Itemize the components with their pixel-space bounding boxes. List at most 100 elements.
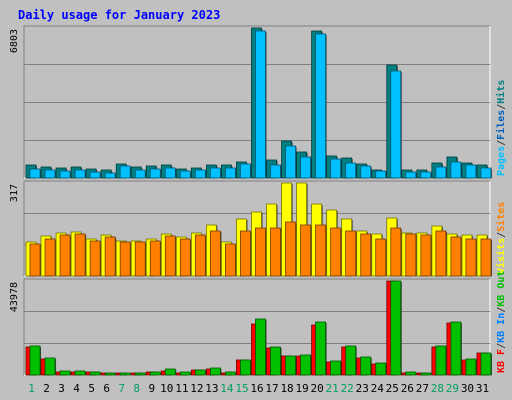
bar-kb-out-day-14 — [225, 371, 236, 376]
bar-pages-day-13 — [209, 167, 221, 179]
bar-kb-out-day-19 — [300, 354, 311, 376]
bar-pages-day-14 — [225, 167, 236, 179]
x-tick-label-2: 2 — [43, 382, 50, 395]
x-tick-label-22: 22 — [341, 382, 354, 395]
bar-pages-day-24 — [375, 170, 387, 179]
bar-sites-day-10 — [164, 235, 176, 277]
bar-sites-day-18 — [285, 221, 296, 277]
bar-pages-day-20 — [315, 33, 327, 179]
x-tick-label-28: 28 — [431, 382, 444, 395]
x-tick-label-7: 7 — [118, 382, 125, 395]
legend-entry: Files — [495, 110, 507, 140]
bar-sites-day-5 — [89, 240, 101, 277]
bar-sites-day-1 — [29, 243, 41, 277]
bar-sites-day-21 — [330, 227, 342, 277]
bar-pages-day-26 — [405, 171, 417, 179]
bar-kb-out-day-10 — [164, 368, 176, 376]
x-tick-label-23: 23 — [356, 382, 369, 395]
bar-sites-day-13 — [209, 230, 221, 277]
bar-pages-day-10 — [164, 167, 176, 179]
bar-sites-day-17 — [270, 227, 281, 277]
bar-pages-day-4 — [74, 169, 86, 179]
bar-pages-day-29 — [450, 161, 462, 179]
x-tick-label-25: 25 — [386, 382, 399, 395]
bar-kb-out-day-26 — [405, 371, 417, 376]
bar-pages-day-8 — [134, 169, 146, 179]
y-max-label: 6803 — [9, 29, 20, 53]
bar-kb-out-day-4 — [74, 370, 86, 376]
bar-kb-out-day-24 — [375, 362, 387, 376]
legend: KB F/KB In/KB Out — [496, 271, 507, 373]
bar-pages-day-16 — [255, 30, 266, 179]
bar-sites-day-16 — [255, 227, 266, 277]
bar-pages-day-5 — [89, 171, 101, 179]
bar-kb-out-day-17 — [270, 346, 281, 376]
legend-entry: Hits — [495, 80, 507, 104]
bar-pages-day-6 — [104, 172, 116, 179]
legend: Pages/Files/Hits — [495, 80, 507, 176]
bar-kb-out-day-22 — [345, 345, 357, 376]
x-tick-label-24: 24 — [371, 382, 385, 395]
bar-pages-day-30 — [465, 164, 477, 179]
bar-kb-out-day-31 — [480, 352, 492, 376]
bar-sites-day-31 — [480, 238, 492, 277]
bar-pages-day-11 — [179, 170, 191, 179]
x-tick-label-15: 15 — [235, 382, 248, 395]
x-tick-label-20: 20 — [311, 382, 324, 395]
bar-sites-day-20 — [315, 224, 327, 277]
panel-visits-sites: 317 Visits/Sites — [9, 180, 507, 277]
bar-sites-day-3 — [59, 234, 71, 277]
legend-entry: KB F — [496, 349, 507, 373]
bar-sites-day-11 — [179, 238, 191, 277]
bar-sites-day-26 — [405, 233, 417, 277]
bar-sites-day-19 — [300, 224, 311, 277]
legend-entry: Pages — [496, 146, 507, 176]
x-tick-label-17: 17 — [265, 382, 278, 395]
bar-sites-day-12 — [194, 234, 206, 277]
x-tick-label-11: 11 — [175, 382, 188, 395]
bar-pages-day-15 — [240, 163, 251, 179]
x-tick-label-10: 10 — [160, 382, 173, 395]
bar-pages-day-19 — [300, 156, 311, 179]
bar-pages-day-17 — [270, 164, 281, 179]
x-tick-label-27: 27 — [416, 382, 429, 395]
bar-pages-day-1 — [29, 168, 41, 179]
bar-pages-day-21 — [330, 158, 342, 179]
legend-entry: / — [496, 232, 507, 238]
legend-entry: / — [496, 343, 507, 349]
bar-pages-day-22 — [345, 162, 357, 179]
bar-kb-out-day-18 — [285, 355, 296, 376]
legend-entry: KB In — [496, 313, 507, 343]
legend-entry: / — [496, 307, 507, 313]
bar-pages-day-3 — [59, 170, 71, 179]
panel-pages-files-hits: 6803 Pages/Files/Hits — [9, 25, 507, 179]
bar-sites-day-23 — [360, 233, 372, 277]
x-tick-label-21: 21 — [326, 382, 339, 395]
legend: Visits/Sites — [495, 202, 507, 274]
bar-sites-day-9 — [149, 240, 161, 277]
x-tick-label-13: 13 — [205, 382, 218, 395]
bar-pages-day-7 — [119, 165, 131, 179]
bar-kb-out-day-1 — [29, 345, 41, 376]
bar-pages-day-23 — [360, 165, 372, 179]
bar-sites-day-4 — [74, 233, 86, 277]
bar-kb-out-day-12 — [194, 369, 206, 376]
bar-sites-day-14 — [225, 243, 236, 277]
bar-sites-day-25 — [390, 227, 402, 277]
bar-sites-day-24 — [375, 238, 387, 277]
x-tick-label-29: 29 — [446, 382, 459, 395]
bar-pages-day-12 — [194, 169, 206, 179]
bar-kb-out-day-29 — [450, 321, 462, 376]
x-axis-labels: 1 2 3 4 5 6 7 8 9 10 11 12 13 14 15 16 17 18 19 20 21 22 23 24 2… — [28, 382, 489, 395]
legend-entry: Sites — [495, 202, 507, 232]
bar-pages-day-28 — [435, 166, 447, 179]
bar-kb-out-day-15 — [240, 359, 251, 376]
x-tick-label-16: 16 — [250, 382, 263, 395]
bar-kb-out-day-13 — [209, 367, 221, 376]
x-tick-label-18: 18 — [280, 382, 293, 395]
legend-entry: KB Out — [496, 271, 507, 307]
x-tick-label-19: 19 — [295, 382, 308, 395]
bar-sites-day-28 — [435, 230, 447, 277]
